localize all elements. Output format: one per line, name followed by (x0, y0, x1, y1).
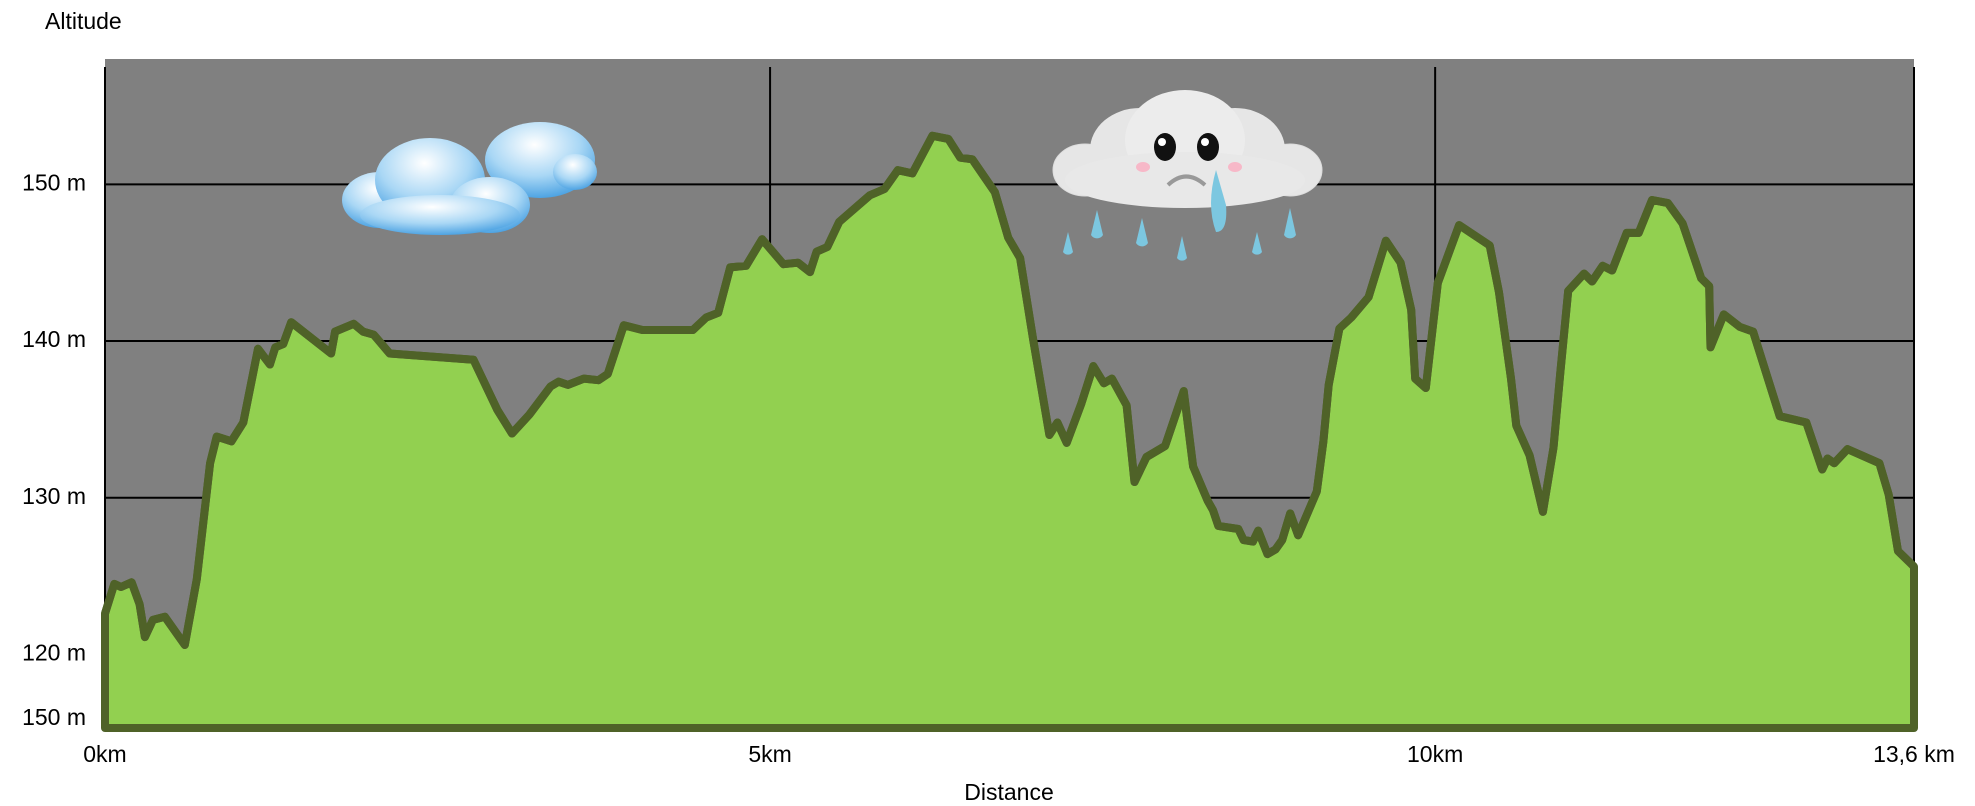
y-tick-label: 130 m (22, 483, 86, 509)
y-tick-label: 140 m (22, 326, 86, 352)
y-tick-label: 150 m (22, 169, 86, 195)
x-tick-label: 5km (748, 741, 791, 767)
x-tick-label: 13,6 km (1873, 741, 1955, 767)
x-axis-label: Distance (964, 779, 1053, 805)
y-tick-label: 150 m (22, 704, 86, 730)
chart: Altitude Distance 150 m 120 m 130 m 140 m 15… (0, 0, 1975, 806)
y-tick-label: 120 m (22, 639, 86, 665)
y-axis-label: Altitude (45, 8, 122, 34)
x-tick-label: 0km (83, 741, 126, 767)
x-tick-label: 10km (1407, 741, 1463, 767)
